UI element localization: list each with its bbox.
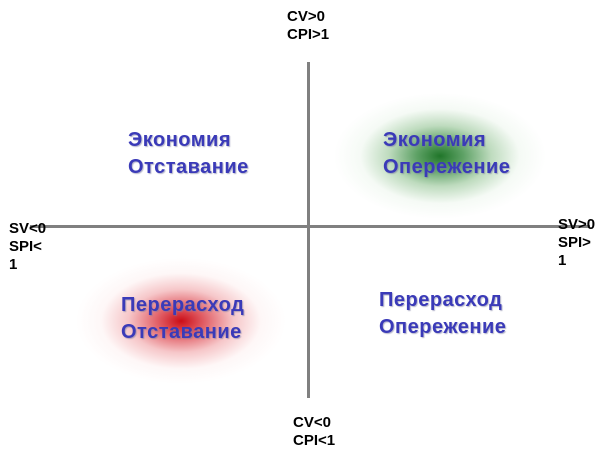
quadrant-bottom-left-line-2: Отставание	[121, 321, 242, 343]
vertical-axis	[307, 62, 310, 398]
axis-label-right: SV>0 SPI> 1	[558, 216, 595, 270]
quadrant-bottom-left-line-1: Перерасход	[121, 294, 245, 316]
quadrant-bottom-left: Перерасход Отставание	[121, 292, 244, 346]
quadrant-bottom-right: Перерасход Опережение	[379, 287, 506, 341]
axis-label-top-line-1: CV>0	[287, 8, 325, 25]
quadrant-top-left-line-2: Отставание	[128, 156, 249, 178]
axis-label-right-line-1: SV>0	[558, 216, 596, 233]
axis-label-bottom-line-1: CV<0	[293, 414, 331, 431]
quadrant-top-left: Экономия Отставание	[128, 127, 249, 181]
axis-label-bottom-line-2: CPI<1	[293, 432, 336, 449]
axis-label-left: SV<0 SPI< 1	[9, 220, 46, 274]
quadrant-top-right-line-2: Опережение	[383, 156, 511, 178]
quadrant-top-right-line-1: Экономия	[383, 129, 486, 151]
quadrant-top-left-line-1: Экономия	[128, 129, 231, 151]
axis-label-right-line-2: SPI>	[558, 234, 591, 251]
axis-label-left-line-2: SPI<	[9, 238, 42, 255]
quadrant-bottom-right-line-1: Перерасход	[379, 289, 503, 311]
axis-label-top: CV>0 CPI>1	[287, 8, 329, 44]
axis-label-left-line-1: SV<0	[9, 220, 47, 237]
quadrant-bottom-right-line-2: Опережение	[379, 316, 507, 338]
horizontal-axis	[30, 225, 590, 228]
axis-label-right-line-3: 1	[558, 252, 567, 269]
axis-label-left-line-3: 1	[9, 256, 18, 273]
bottom-left-red-glow	[76, 258, 286, 384]
axis-label-bottom: CV<0 CPI<1	[293, 414, 335, 450]
top-right-green-glow	[334, 93, 546, 219]
axis-label-top-line-2: CPI>1	[287, 26, 330, 43]
quadrant-top-right: Экономия Опережение	[383, 127, 510, 181]
